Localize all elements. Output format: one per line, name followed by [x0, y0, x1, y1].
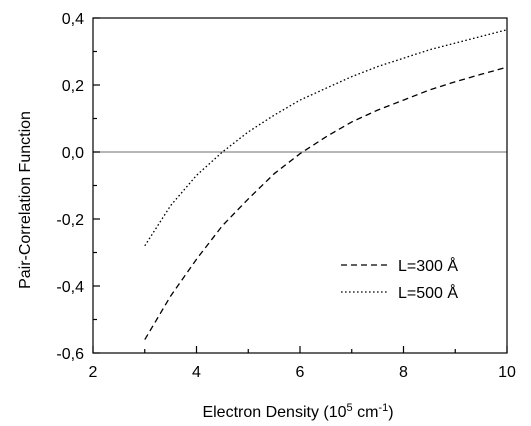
axes: 2 4 6 8 10 -0,6 -0,4 -0,2 0,0 0,2 0,4 [56, 11, 516, 381]
legend: L=300 Å L=500 Å [341, 256, 458, 302]
x-axis-label-exponent-2: -1 [378, 402, 388, 414]
series-line-1 [144, 66, 508, 340]
plot-frame [92, 17, 508, 354]
x-tick-label: 6 [296, 364, 305, 381]
y-tick-label: -0,6 [56, 346, 84, 363]
legend-label-1: L=300 Å [398, 256, 458, 275]
x-tick-label: 2 [89, 364, 98, 381]
legend-label-2: L=500 Å [398, 283, 458, 302]
y-tick-label: -0,2 [56, 212, 84, 229]
x-axis-label: Electron Density (105 cm-1) [202, 402, 393, 421]
x-tick-label: 4 [192, 364, 201, 381]
x-tick-label: 8 [399, 364, 408, 381]
y-tick-label: 0,2 [62, 78, 84, 95]
y-tick-label: 0,4 [62, 11, 84, 28]
y-axis-label: Pair-Correlation Function [17, 111, 34, 289]
plot-area [93, 29, 508, 340]
x-axis-label-exponent-1: 5 [347, 402, 353, 414]
y-tick-label: 0,0 [62, 145, 84, 162]
x-axis-label-suffix: ) [388, 404, 393, 421]
x-tick-label: 10 [498, 364, 516, 381]
x-axis-label-prefix: Electron Density (10 [202, 404, 346, 421]
x-axis-label-mid: cm [353, 404, 379, 421]
series-line-2 [144, 29, 508, 247]
y-tick-label: -0,4 [56, 279, 84, 296]
